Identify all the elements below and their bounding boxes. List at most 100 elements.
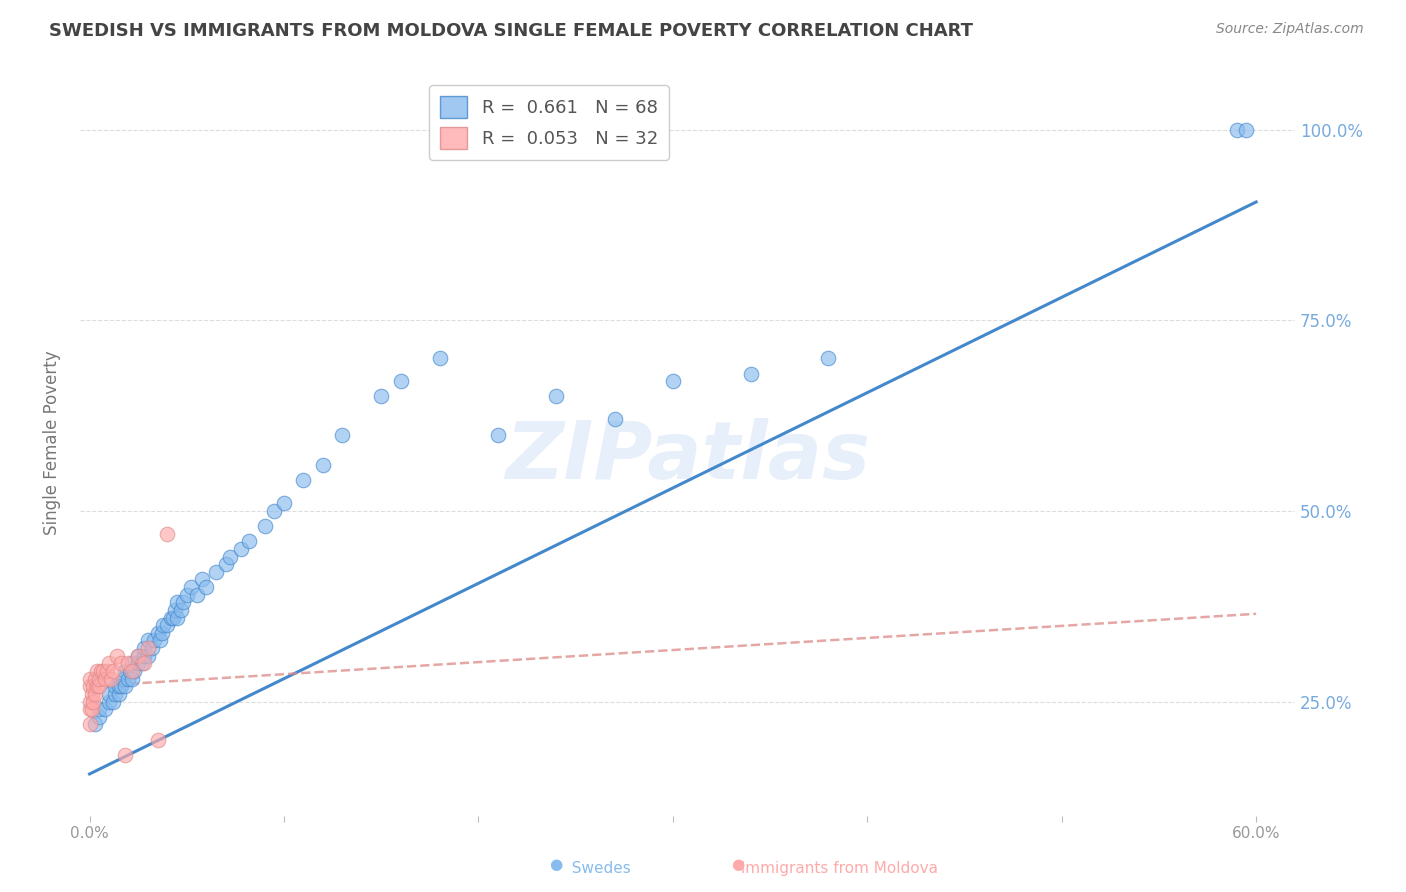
Point <box>127 648 149 663</box>
Point <box>98 657 121 671</box>
Point <box>141 641 163 656</box>
Point <box>79 679 101 693</box>
Point <box>121 664 143 678</box>
Point <box>136 633 159 648</box>
Point <box>111 672 134 686</box>
Point <box>195 580 218 594</box>
Point <box>90 664 112 678</box>
Point <box>156 618 179 632</box>
Point <box>107 687 129 701</box>
Point <box>121 672 143 686</box>
Point <box>105 648 128 663</box>
Point <box>114 679 136 693</box>
Point <box>238 534 260 549</box>
Point <box>1234 122 1257 136</box>
Point <box>662 374 685 388</box>
Point <box>740 367 762 381</box>
Point <box>100 672 122 686</box>
Point <box>120 664 142 678</box>
Point <box>98 694 121 708</box>
Point <box>603 412 626 426</box>
Point <box>110 657 132 671</box>
Point <box>152 618 174 632</box>
Text: Immigrants from Moldova: Immigrants from Moldova <box>731 861 938 876</box>
Text: ●: ● <box>731 857 745 872</box>
Point <box>84 687 107 701</box>
Point <box>117 672 139 686</box>
Point <box>101 694 124 708</box>
Text: ●: ● <box>548 857 562 872</box>
Point <box>166 595 188 609</box>
Point <box>94 672 117 686</box>
Point <box>146 732 169 747</box>
Point <box>191 573 214 587</box>
Point <box>165 603 187 617</box>
Point <box>117 657 139 671</box>
Point <box>86 664 108 678</box>
Point <box>389 374 412 388</box>
Point <box>176 588 198 602</box>
Point <box>546 389 568 403</box>
Point <box>89 702 111 716</box>
Point <box>132 657 155 671</box>
Point <box>486 427 509 442</box>
Point <box>132 641 155 656</box>
Point <box>79 694 101 708</box>
Point <box>253 519 276 533</box>
Point <box>273 496 295 510</box>
Point <box>84 672 107 686</box>
Point <box>149 633 172 648</box>
Point <box>215 558 238 572</box>
Point <box>104 679 127 693</box>
Point <box>110 679 132 693</box>
Point <box>172 595 194 609</box>
Point <box>312 458 335 472</box>
Point <box>89 679 111 693</box>
Point <box>131 657 153 671</box>
Point <box>330 427 353 442</box>
Text: SWEDISH VS IMMIGRANTS FROM MOLDOVA SINGLE FEMALE POVERTY CORRELATION CHART: SWEDISH VS IMMIGRANTS FROM MOLDOVA SINGL… <box>49 22 973 40</box>
Point <box>218 549 240 564</box>
Point <box>142 633 165 648</box>
Text: Source: ZipAtlas.com: Source: ZipAtlas.com <box>1216 22 1364 37</box>
Point <box>94 702 117 716</box>
Y-axis label: Single Female Poverty: Single Female Poverty <box>44 350 60 534</box>
Point <box>82 679 104 693</box>
Point <box>166 610 188 624</box>
Point <box>292 474 315 488</box>
Point <box>162 610 184 624</box>
Point <box>89 710 111 724</box>
Point <box>180 580 202 594</box>
Point <box>205 565 228 579</box>
Point <box>132 648 155 663</box>
Point <box>84 717 107 731</box>
Legend: R =  0.661   N = 68, R =  0.053   N = 32: R = 0.661 N = 68, R = 0.053 N = 32 <box>429 85 669 160</box>
Point <box>91 664 114 678</box>
Point <box>80 702 103 716</box>
Point <box>96 664 118 678</box>
Point <box>156 526 179 541</box>
Point <box>146 625 169 640</box>
Point <box>231 541 253 556</box>
Point <box>127 648 149 663</box>
Point <box>186 588 208 602</box>
Point <box>104 687 127 701</box>
Point <box>79 672 101 686</box>
Point <box>80 687 103 701</box>
Point <box>136 641 159 656</box>
Point <box>136 648 159 663</box>
Point <box>124 664 146 678</box>
Point <box>150 625 173 640</box>
Point <box>107 679 129 693</box>
Point <box>429 351 451 366</box>
Point <box>101 664 124 678</box>
Point <box>170 603 193 617</box>
Point <box>89 672 111 686</box>
Point <box>79 702 101 716</box>
Point <box>817 351 839 366</box>
Point <box>82 694 104 708</box>
Point <box>121 657 143 671</box>
Text: ZIPatlas: ZIPatlas <box>505 418 870 496</box>
Point <box>127 657 149 671</box>
Point <box>114 747 136 762</box>
